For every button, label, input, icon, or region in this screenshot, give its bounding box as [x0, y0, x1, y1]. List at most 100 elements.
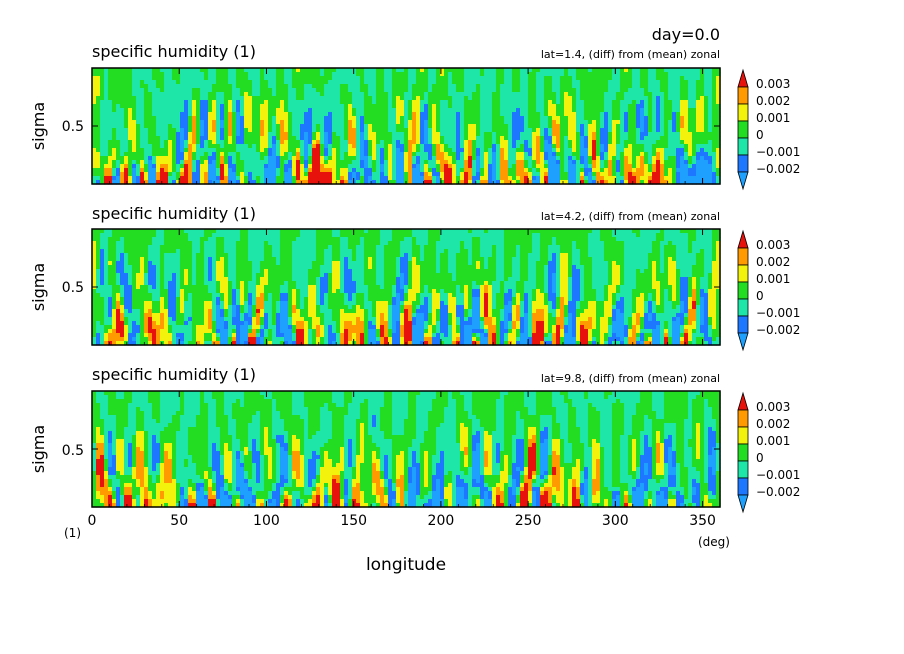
field-cell [276, 168, 281, 173]
field-cell [348, 132, 353, 137]
field-cell [148, 80, 153, 85]
panel-1-title: specific humidity (1) [92, 42, 256, 61]
field-cell [172, 229, 177, 234]
field-cell [576, 112, 581, 117]
field-cell [668, 76, 673, 81]
field-cell [260, 112, 265, 117]
field-cell [572, 172, 577, 177]
field-cell [100, 180, 105, 185]
field-cell [424, 128, 429, 133]
field-cell [120, 160, 125, 165]
field-cell [616, 72, 621, 77]
field-cell [92, 172, 97, 177]
field-cell [252, 96, 257, 101]
field-cell [472, 172, 477, 177]
field-cell [512, 132, 517, 137]
field-cell [264, 96, 269, 101]
field-cell [600, 164, 605, 169]
field-cell [396, 233, 401, 238]
field-cell [620, 72, 625, 77]
field-cell [448, 128, 453, 133]
field-cell [604, 88, 609, 93]
field-cell [116, 120, 121, 125]
field-cell [100, 237, 105, 242]
field-cell [160, 237, 165, 242]
field-cell [568, 124, 573, 129]
field-cell [376, 233, 381, 238]
field-cell [328, 160, 333, 165]
field-cell [352, 112, 357, 117]
field-cell [556, 160, 561, 165]
field-cell [656, 100, 661, 105]
field-cell [236, 152, 241, 157]
field-cell [444, 229, 449, 234]
field-cell [196, 140, 201, 145]
field-cell [336, 128, 341, 133]
field-cell [680, 84, 685, 89]
field-cell [412, 233, 417, 238]
field-cell [228, 152, 233, 157]
field-cell [496, 68, 501, 73]
field-cell [320, 160, 325, 165]
field-cell [628, 72, 633, 77]
field-cell [140, 116, 145, 121]
field-cell [704, 96, 709, 101]
field-cell [536, 152, 541, 157]
field-cell [528, 100, 533, 105]
field-cell [368, 104, 373, 109]
field-cell [292, 84, 297, 89]
field-cell [224, 156, 229, 161]
field-cell [608, 156, 613, 161]
field-cell [304, 132, 309, 137]
field-cell [644, 152, 649, 157]
field-cell [228, 88, 233, 93]
field-cell [476, 116, 481, 121]
field-cell [668, 229, 673, 234]
field-cell [96, 88, 101, 93]
field-cell [616, 156, 621, 161]
field-cell [340, 124, 345, 129]
field-cell [376, 132, 381, 137]
field-cell [188, 156, 193, 161]
field-cell [256, 96, 261, 101]
field-cell [636, 80, 641, 85]
field-cell [488, 176, 493, 181]
field-cell [316, 128, 321, 133]
field-cell [632, 104, 637, 109]
field-cell [248, 128, 253, 133]
field-cell [204, 92, 209, 97]
field-cell [96, 229, 101, 234]
field-cell [248, 76, 253, 81]
field-cell [336, 140, 341, 145]
field-cell [500, 152, 505, 157]
field-cell [228, 108, 233, 113]
field-cell [456, 88, 461, 93]
field-cell [108, 88, 113, 93]
field-cell [436, 176, 441, 181]
field-cell [192, 132, 197, 137]
field-cell [304, 80, 309, 85]
field-cell [432, 136, 437, 141]
field-cell [684, 148, 689, 153]
field-cell [184, 72, 189, 77]
field-cell [560, 156, 565, 161]
field-cell [96, 152, 101, 157]
field-cell [296, 168, 301, 173]
field-cell [604, 229, 609, 234]
field-cell [184, 237, 189, 242]
field-cell [440, 88, 445, 93]
field-cell [260, 76, 265, 81]
field-cell [488, 148, 493, 153]
field-cell [196, 76, 201, 81]
field-cell [204, 72, 209, 77]
field-cell [196, 172, 201, 177]
field-cell [352, 136, 357, 141]
field-cell [576, 148, 581, 153]
field-cell [476, 108, 481, 113]
field-cell [624, 116, 629, 121]
field-cell [284, 116, 289, 121]
field-cell [504, 140, 509, 145]
field-cell [400, 180, 405, 185]
field-cell [476, 156, 481, 161]
field-cell [572, 100, 577, 105]
